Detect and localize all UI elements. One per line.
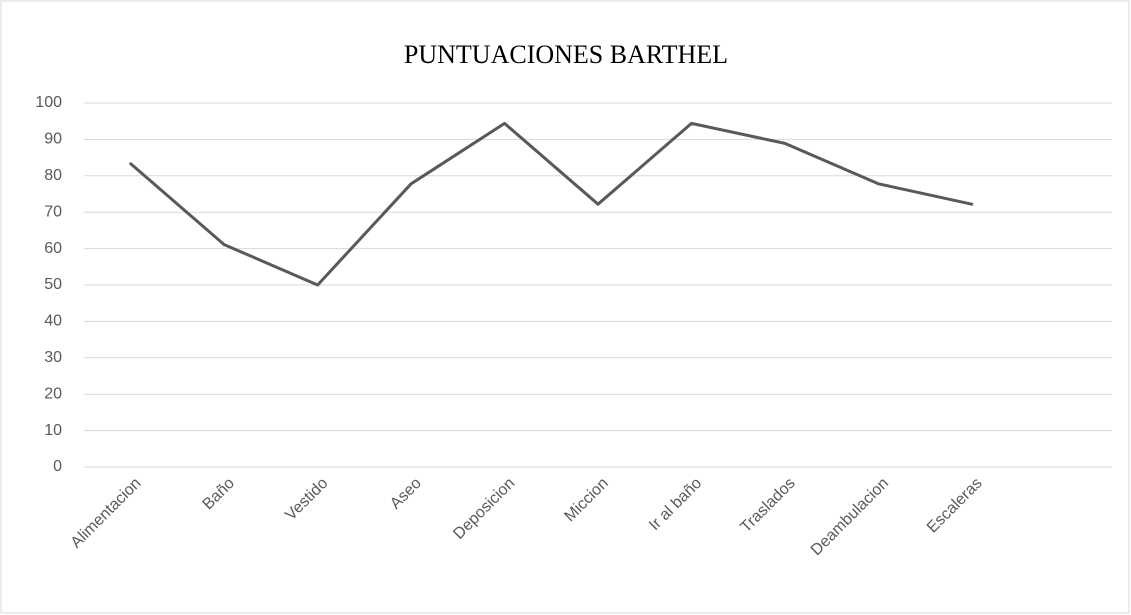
y-tick-label: 0: [53, 458, 62, 475]
y-tick-label: 60: [44, 240, 62, 257]
y-tick-label: 20: [44, 385, 62, 402]
y-tick-label: 50: [44, 276, 62, 293]
y-tick-label: 90: [44, 131, 62, 148]
y-tick-label: 100: [35, 94, 62, 111]
line-series: [129, 121, 974, 287]
y-tick-label: 10: [44, 422, 62, 439]
chart-title: PUNTUACIONES BARTHEL: [404, 40, 728, 69]
y-tick-label: 70: [44, 203, 62, 220]
y-tick-label: 30: [44, 349, 62, 366]
y-tick-label: 80: [44, 167, 62, 184]
y-tick-label: 40: [44, 313, 62, 330]
